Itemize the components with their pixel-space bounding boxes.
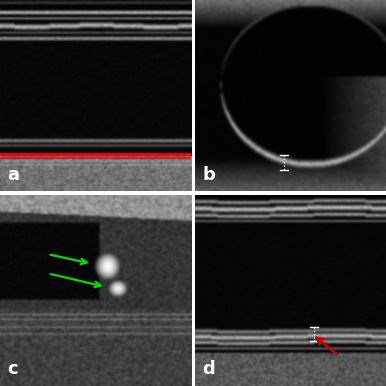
- Text: c: c: [8, 361, 18, 378]
- Text: b: b: [202, 166, 215, 184]
- Text: a: a: [8, 166, 20, 184]
- Text: d: d: [202, 361, 215, 378]
